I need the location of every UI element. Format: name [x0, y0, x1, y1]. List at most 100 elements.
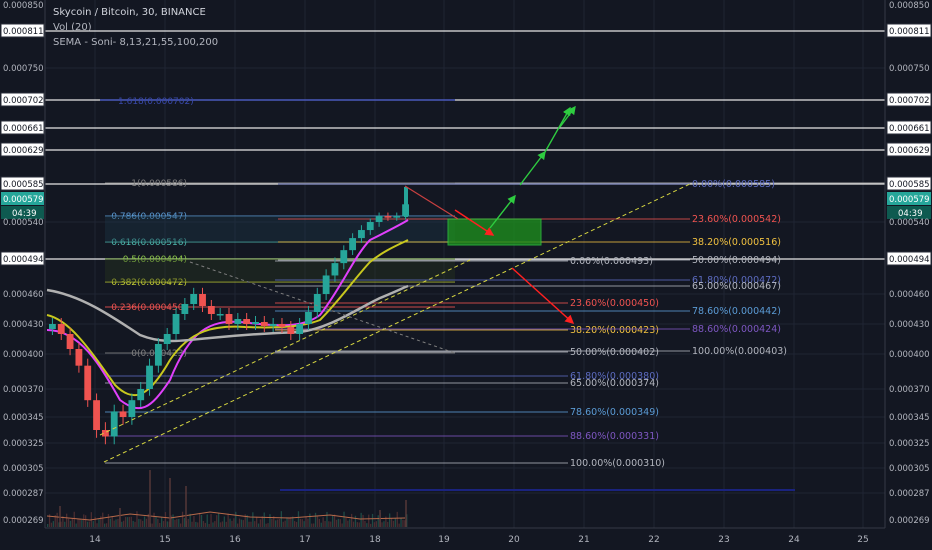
right-level-tag	[886, 142, 932, 157]
right-axis-label: 0.000585	[889, 180, 930, 190]
candle-body	[366, 222, 374, 231]
volume-bar	[159, 522, 161, 527]
fib-right-label: 38.20%(0.000516)	[692, 237, 781, 248]
volume-bar	[113, 520, 115, 527]
volume-bar	[383, 521, 385, 527]
descending-dashed-line	[189, 261, 456, 354]
left-axis-label: 0.000430	[3, 320, 44, 330]
volume-bar	[124, 517, 127, 527]
left-axis-label: 0.000811	[3, 27, 44, 37]
right-axis-label: 0.000702	[889, 96, 930, 106]
fib-right-label: 65.00%(0.000374)	[570, 378, 659, 389]
volume-bar	[402, 519, 404, 527]
volume-indicator-label[interactable]: Vol (20)	[53, 22, 92, 33]
right-price-tag	[887, 192, 931, 205]
volume-bar	[362, 514, 364, 527]
left-axis-label: 0.000305	[3, 464, 44, 474]
volume-bar	[240, 519, 243, 527]
candle-body	[199, 294, 206, 306]
right-axis-label: 0.000750	[889, 64, 930, 74]
left-level-tag	[0, 176, 45, 191]
volume-bar	[301, 519, 303, 527]
volume-bar	[330, 521, 332, 527]
volume-bar	[352, 521, 355, 527]
volume-bar	[88, 521, 91, 527]
volume-bar	[356, 522, 358, 527]
volume-bar	[394, 518, 396, 527]
volume-bar	[214, 521, 216, 527]
volume-bar	[347, 520, 349, 527]
candle-body	[110, 411, 118, 437]
volume-bar	[50, 522, 53, 527]
volume-bar	[187, 519, 189, 527]
volume-bar	[92, 521, 94, 527]
candle-body	[260, 322, 268, 326]
sema-indicator-label[interactable]: SEMA - Soni- 8,13,21,55,100,200	[53, 37, 219, 48]
volume-bar	[132, 520, 134, 527]
x-tick-label-15: 15	[159, 535, 170, 545]
volume-bar	[273, 516, 275, 527]
volume-bar	[117, 518, 119, 527]
projection-arrows	[454, 105, 576, 325]
volume-bar	[366, 523, 368, 527]
right-axis-label: 0.000629	[889, 146, 930, 156]
volume-bar	[373, 522, 376, 527]
volume-bar	[339, 519, 341, 527]
fib-right-label: 100.00%(0.000403)	[692, 346, 787, 357]
fib-right-label: 65.00%(0.000467)	[692, 281, 781, 292]
volume-bar	[157, 519, 159, 527]
projection-drop-line	[404, 185, 459, 220]
volume-bar	[244, 514, 246, 527]
volume-bar	[256, 516, 258, 527]
volume-bar	[111, 516, 113, 527]
volume-bar	[121, 521, 123, 527]
volume-bar	[227, 513, 229, 527]
time-axis[interactable]: 14 15 16 17 18 19 20 21 22 23 24 25	[45, 527, 885, 545]
left-axis-label: 0.000345	[3, 413, 44, 423]
volume-bar	[104, 523, 106, 527]
candle-body	[296, 324, 304, 334]
volume-bar	[105, 523, 108, 527]
volume-bar	[193, 516, 195, 527]
volume-bar	[265, 523, 267, 527]
volume-bar	[64, 521, 66, 527]
rising-trendline-2	[99, 259, 471, 436]
volume-bar	[370, 523, 372, 527]
candle-body	[252, 322, 259, 324]
volume-bar	[263, 512, 265, 527]
candle-body	[181, 304, 189, 314]
right-axis-label: 0.000850	[889, 1, 930, 11]
volume-bar	[166, 521, 168, 527]
right-axis-label: 0.000811	[889, 27, 930, 37]
ema-grey-line	[46, 284, 409, 343]
volume-bar	[195, 521, 197, 527]
x-tick-label-18: 18	[369, 535, 381, 545]
candle-body	[190, 294, 198, 304]
right-axis-label: 0.000661	[889, 124, 930, 134]
volume-bar	[168, 521, 170, 527]
volume-bar	[286, 517, 288, 527]
chart-title: Skycoin / Bitcoin, 30, BINANCE	[53, 7, 206, 18]
left-current-price: 0.000579	[3, 195, 44, 205]
volume-bar	[210, 514, 212, 527]
volume-bar	[54, 515, 56, 527]
volume-bar	[75, 523, 77, 527]
volume-bar	[128, 517, 130, 527]
volume-bar	[96, 523, 98, 527]
left-price-axis[interactable]: 0.000850 0.000811 0.000750 0.000702 0.000661…	[0, 0, 46, 528]
volume-bar	[276, 519, 279, 527]
right-current-price: 0.000579	[889, 195, 930, 205]
x-tick-label-21: 21	[578, 535, 589, 545]
fib-right-label: 0.00%(0.000585)	[692, 179, 775, 190]
volume-bar	[398, 523, 400, 527]
volume-bar	[320, 522, 322, 527]
candle-body	[349, 238, 357, 251]
volume-bar	[392, 520, 395, 527]
volume-bar	[275, 520, 277, 527]
x-tick-label-16: 16	[229, 535, 241, 545]
right-price-axis[interactable]: 0.000850 0.000811 0.000750 0.000702 0.000661…	[884, 0, 932, 528]
volume-bar	[162, 521, 165, 527]
x-tick-label-24: 24	[788, 535, 800, 545]
left-axis-label: 0.000287	[3, 489, 44, 499]
